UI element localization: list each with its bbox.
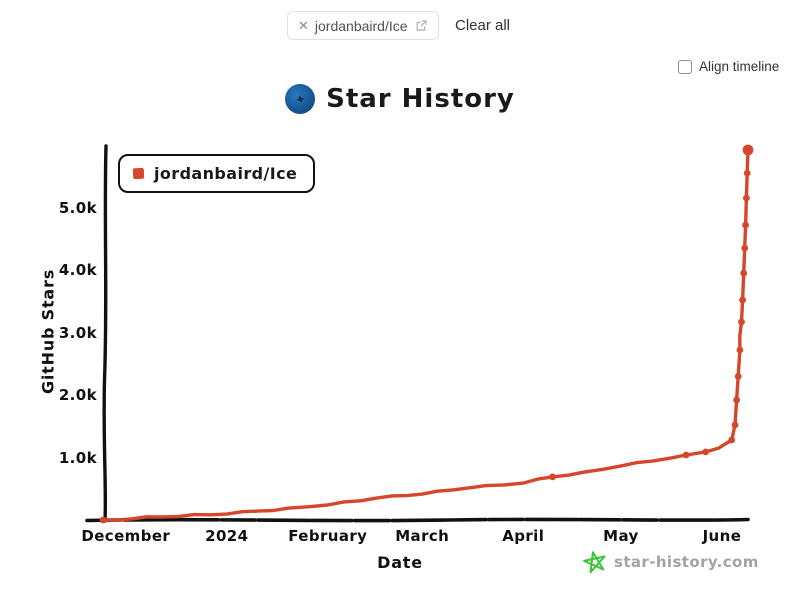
data-point[interactable] [742,144,754,156]
external-link-icon[interactable] [414,19,428,33]
data-point[interactable] [99,516,107,524]
data-point[interactable] [549,473,556,481]
x-tick-label: December [81,527,171,545]
data-point[interactable] [728,436,736,444]
legend: jordanbaird/Ice [118,154,316,193]
y-tick-label: 2.0k [58,386,97,404]
data-point[interactable] [743,194,750,202]
clear-all-button[interactable]: Clear all [455,17,511,34]
x-tick-label: May [603,527,639,545]
data-point[interactable] [740,269,748,277]
star-history-logo-icon: ✦ [285,84,316,114]
y-tick-label: 4.0k [58,261,97,279]
data-point[interactable] [743,169,751,177]
series-path[interactable] [101,148,750,522]
data-point[interactable] [702,448,710,456]
repo-chip-label: jordanbaird/Ice [314,17,408,34]
watermark-text: star-history.com [614,553,759,571]
x-axis [85,517,750,523]
align-timeline-toggle[interactable]: Align timeline [678,59,779,74]
y-tick-label: 3.0k [58,323,97,342]
data-point[interactable] [739,296,746,304]
repo-chip[interactable]: ✕ jordanbaird/Ice [287,11,439,40]
x-tick-label: June [702,527,742,545]
y-tick-label: 5.0k [58,198,97,217]
legend-marker [132,167,145,180]
green-star-icon [583,551,606,574]
x-tick-label: February [288,527,368,545]
y-tick-label: 1.0k [58,448,97,467]
data-point[interactable] [682,451,690,459]
x-tick-label: March [395,527,450,545]
data-point[interactable] [736,346,744,354]
watermark: star-history.com [583,550,759,574]
align-timeline-checkbox[interactable] [678,59,692,74]
data-point[interactable] [731,421,739,429]
data-point[interactable] [742,221,749,229]
x-axis-title: Date [377,553,423,572]
remove-repo-icon[interactable]: ✕ [298,18,309,33]
series-line[interactable] [99,144,754,524]
page-title: Star History [326,84,515,114]
legend-label: jordanbaird/Ice [154,164,298,183]
x-tick-label: 2024 [205,527,249,545]
data-point[interactable] [733,396,740,404]
y-axis [102,144,108,523]
align-timeline-label: Align timeline [699,59,780,74]
data-point[interactable] [738,318,745,326]
data-point[interactable] [741,244,749,252]
title-row: ✦ Star History [0,84,800,114]
data-point[interactable] [734,372,742,380]
x-tick-label: April [502,527,545,545]
